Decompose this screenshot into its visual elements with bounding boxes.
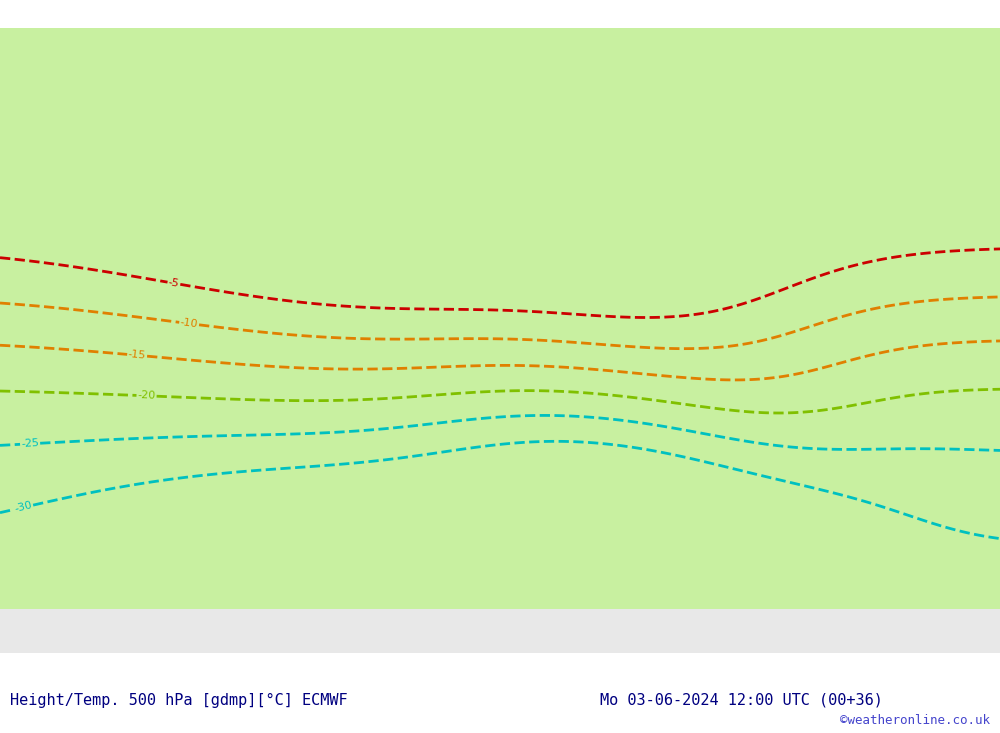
Text: -5: -5 xyxy=(168,277,180,290)
Text: Mo 03-06-2024 12:00 UTC (00+36): Mo 03-06-2024 12:00 UTC (00+36) xyxy=(600,693,883,707)
Text: -15: -15 xyxy=(128,350,147,361)
Text: -30: -30 xyxy=(13,501,33,515)
Text: -10: -10 xyxy=(180,317,199,330)
Text: ©weatheronline.co.uk: ©weatheronline.co.uk xyxy=(840,714,990,727)
Text: Height/Temp. 500 hPa [gdmp][°C] ECMWF: Height/Temp. 500 hPa [gdmp][°C] ECMWF xyxy=(10,693,348,707)
Text: -25: -25 xyxy=(21,438,39,449)
Text: -20: -20 xyxy=(137,391,156,401)
